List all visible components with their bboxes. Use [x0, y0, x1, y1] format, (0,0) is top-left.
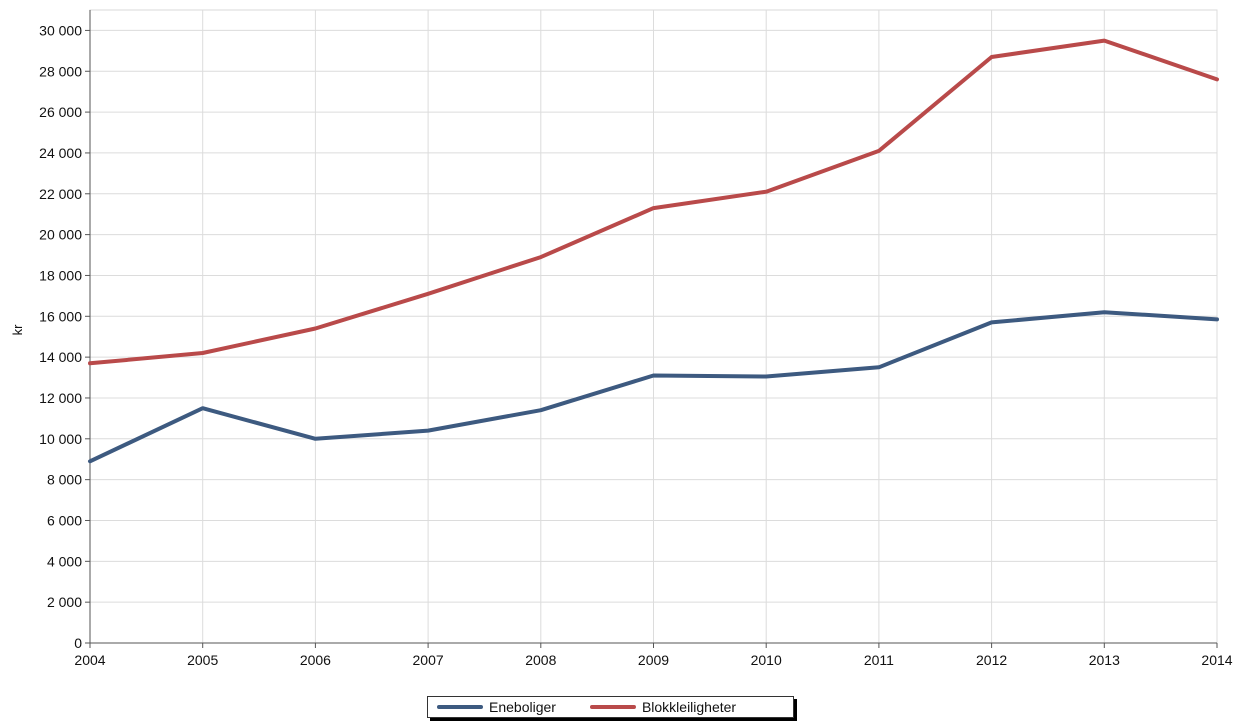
x-tick-label: 2011	[864, 652, 894, 668]
y-tick-label: 8 000	[47, 472, 82, 488]
x-tick-label: 2007	[413, 652, 444, 668]
x-tick-label: 2010	[751, 652, 782, 668]
series-line-blokkleiligheter	[88, 38, 1219, 366]
x-tick-label: 2012	[976, 652, 1007, 668]
x-tick-label: 2013	[1089, 652, 1120, 668]
y-tick-label: 2 000	[47, 594, 82, 610]
series-lines	[88, 38, 1219, 464]
y-tick-label: 4 000	[47, 553, 82, 569]
y-tick-label: 14 000	[39, 349, 82, 365]
y-tick-label: 20 000	[39, 227, 82, 243]
legend-swatch-eneboliger	[437, 705, 483, 709]
y-tick-label: 18 000	[39, 267, 82, 283]
y-tick-labels: 0 2 000 4 000 6 000 8 000 10 000 12 000 14 000 1…	[39, 22, 82, 651]
legend: Eneboliger Blokkleiligheter	[427, 696, 794, 718]
y-tick-label: 16 000	[39, 308, 82, 324]
y-tick-label: 28 000	[39, 63, 82, 79]
legend-label-eneboliger: Eneboliger	[489, 699, 556, 715]
legend-swatch-blokkleiligheter	[589, 705, 636, 709]
x-tick-label: 2005	[187, 652, 218, 668]
y-tick-label: 22 000	[39, 186, 82, 202]
y-tick-label: 24 000	[39, 145, 82, 161]
line-chart: 0 2 000 4 000 6 000 8 000 10 000 12 000 14 000 1…	[10, 9, 1233, 668]
y-tick-label: 10 000	[39, 431, 82, 447]
y-axis-title: kr	[10, 324, 25, 336]
axes	[85, 10, 1218, 648]
x-tick-label: 2004	[74, 652, 105, 668]
series-line-eneboliger	[88, 310, 1219, 464]
x-tick-labels: 2004 2005 2006 2007 2008 2009 2010 2011 2012 2013…	[74, 652, 1232, 668]
legend-item-eneboliger: Eneboliger	[428, 697, 556, 717]
x-tick-label: 2006	[300, 652, 331, 668]
x-tick-label: 2014	[1201, 652, 1232, 668]
y-tick-label: 0	[74, 635, 82, 651]
y-tick-label: 12 000	[39, 390, 82, 406]
legend-item-blokkleiligheter: Blokkleiligheter	[556, 697, 736, 717]
gridlines	[89, 9, 1218, 644]
x-tick-label: 2008	[525, 652, 556, 668]
legend-label-blokkleiligheter: Blokkleiligheter	[641, 699, 737, 715]
y-tick-label: 6 000	[47, 512, 82, 528]
x-tick-label: 2009	[638, 652, 669, 668]
y-tick-label: 26 000	[39, 104, 82, 120]
y-tick-label: 30 000	[39, 22, 82, 38]
